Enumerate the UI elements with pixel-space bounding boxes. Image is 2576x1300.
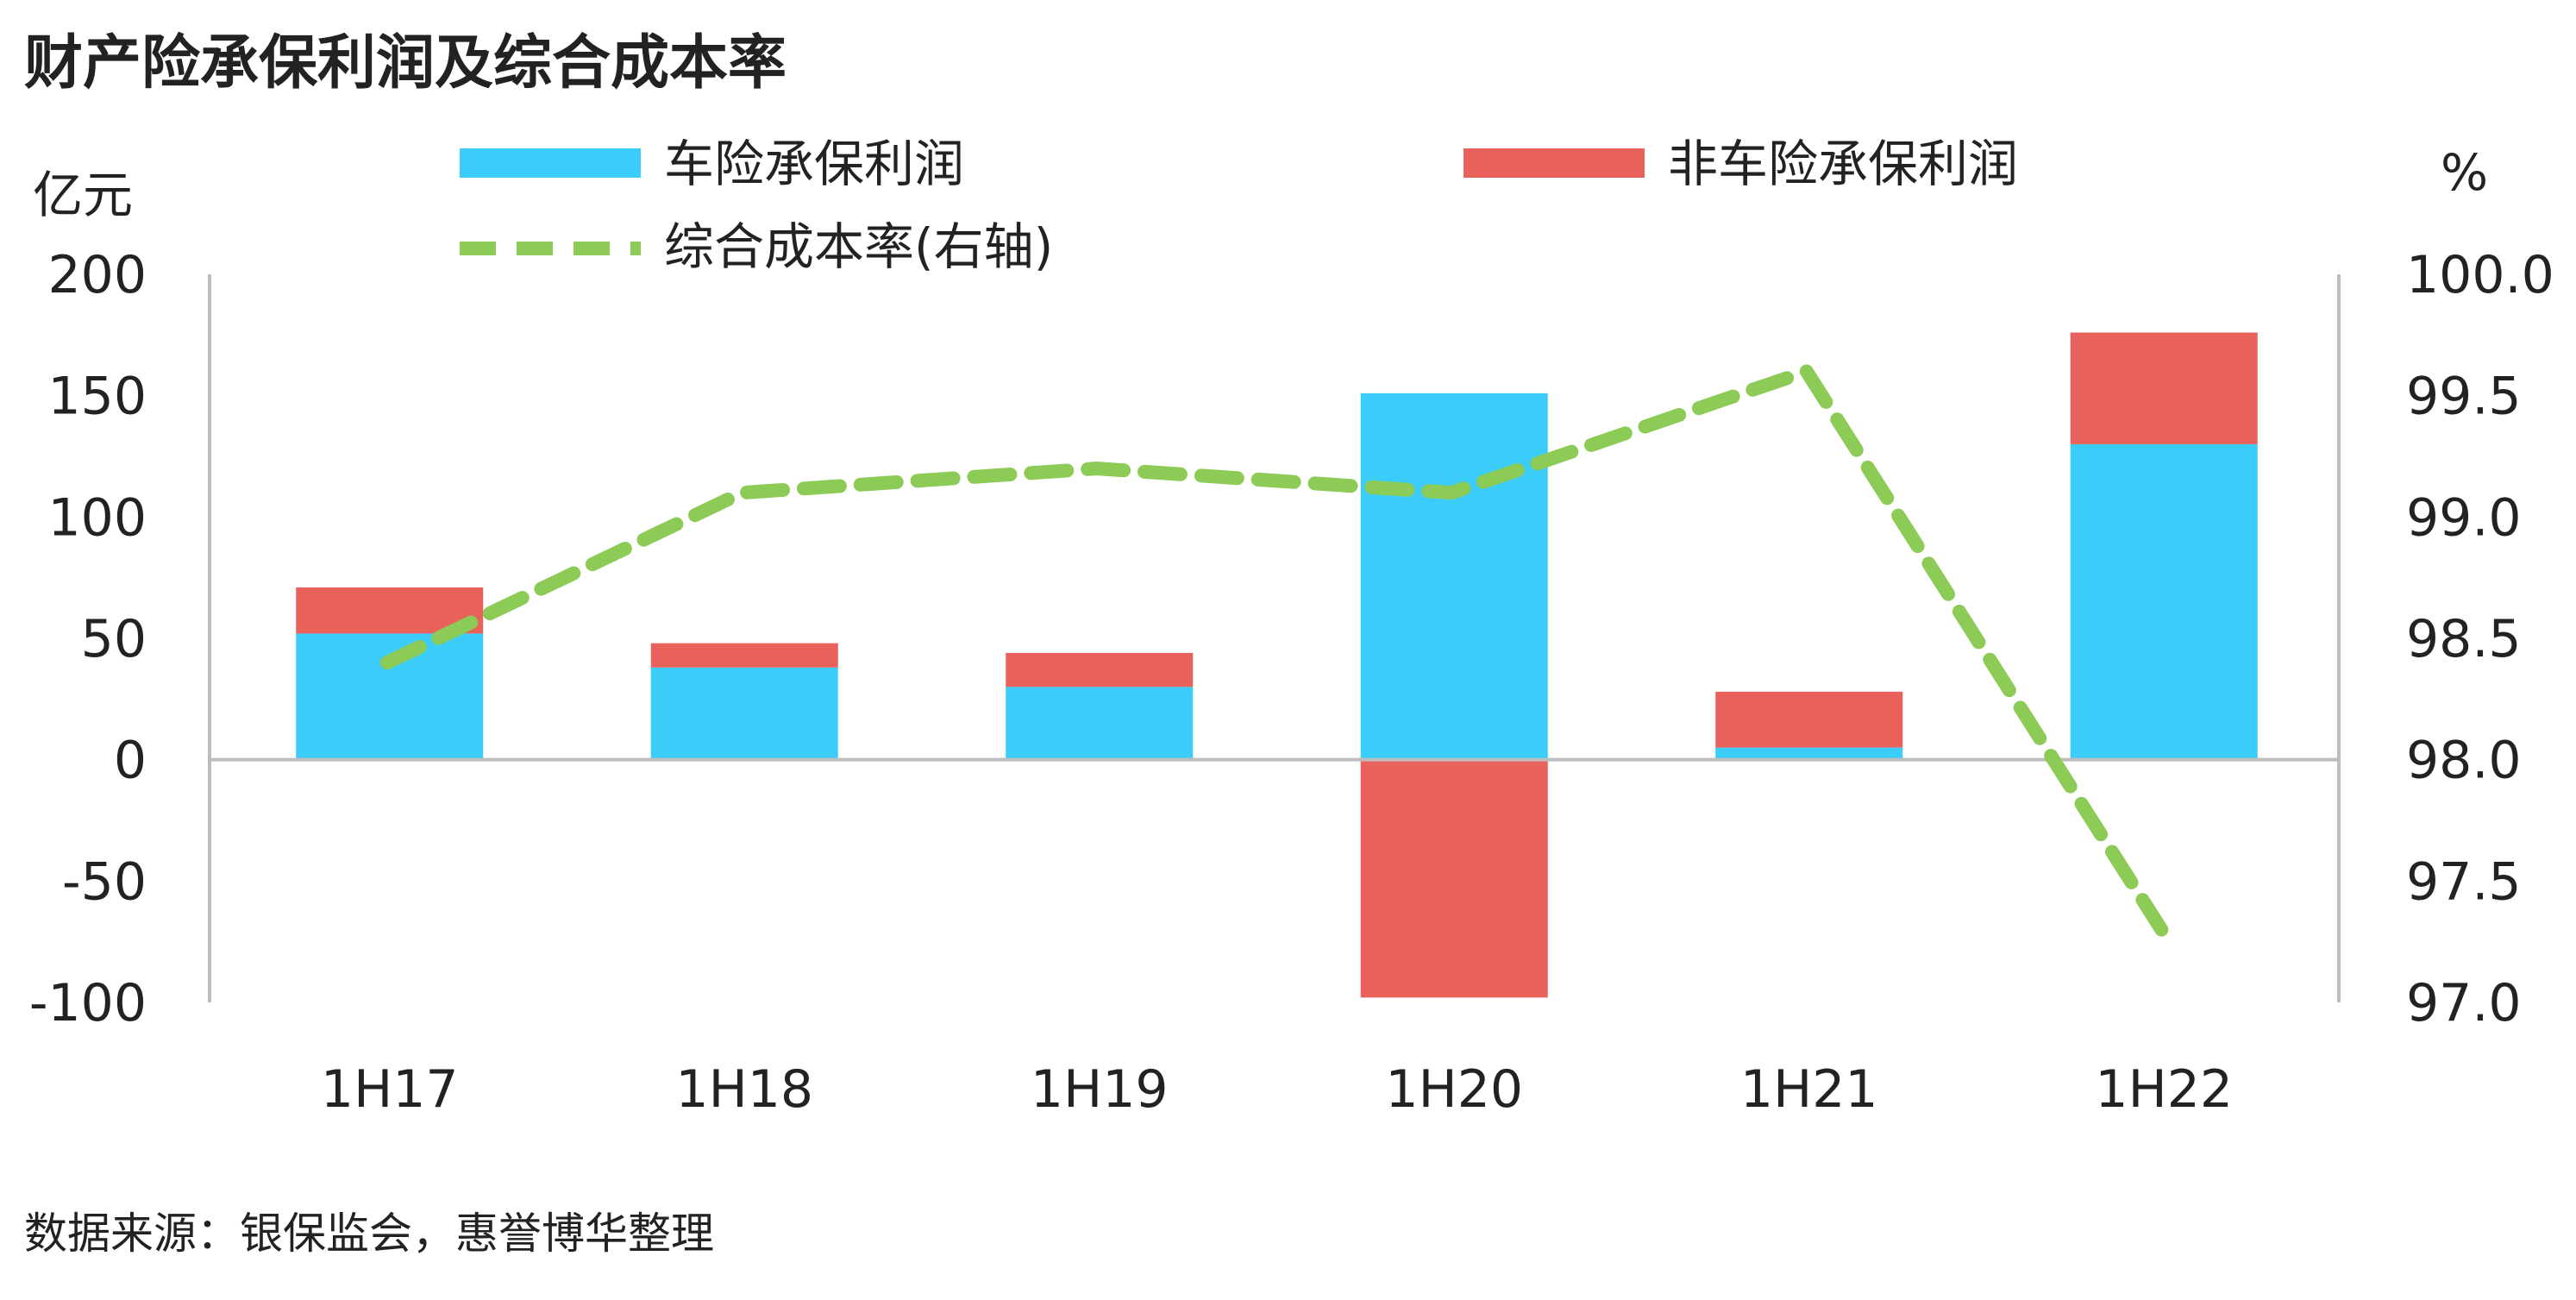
right-tick-label: 98.5 <box>2406 609 2522 669</box>
axes: 200 150 100 50 0 -50 -100 100.0 99.5 99.0 98.5 98.0… <box>29 245 2554 1033</box>
bars <box>296 332 2258 998</box>
category-label-1H20: 1H20 <box>1385 1059 1523 1120</box>
legend-label-noncar: 非车险承保利润 <box>1668 135 2018 193</box>
legend-label-combined-ratio: 综合成本率(右轴) <box>664 217 1053 276</box>
bar-noncar-1H22 <box>2070 332 2258 444</box>
legend-label-car: 车险承保利润 <box>664 135 964 193</box>
right-tick-label: 99.0 <box>2406 487 2522 548</box>
bar-noncar-1H19 <box>1006 652 1194 688</box>
right-axis-unit: % <box>2441 143 2488 202</box>
bar-car-1H17 <box>296 633 484 760</box>
source-note: 数据来源：银保监会，惠誉博华整理 <box>24 1209 714 1259</box>
bar-car-1H18 <box>650 667 838 760</box>
right-tick-label: 100.0 <box>2406 245 2554 305</box>
bar-car-1H20 <box>1360 393 1548 760</box>
category-label-1H21: 1H21 <box>1740 1059 1878 1120</box>
left-tick-label: 200 <box>47 245 147 305</box>
category-labels: 1H17 1H18 1H19 1H20 1H21 1H22 <box>321 1059 2233 1120</box>
right-tick-label: 97.5 <box>2406 851 2522 912</box>
category-label-1H19: 1H19 <box>1031 1059 1169 1120</box>
category-label-1H18: 1H18 <box>675 1059 813 1120</box>
left-tick-label: -100 <box>29 973 147 1033</box>
left-tick-label: 150 <box>47 367 147 427</box>
legend: 车险承保利润 非车险承保利润 综合成本率(右轴) <box>460 135 2018 276</box>
category-label-1H22: 1H22 <box>2095 1059 2233 1120</box>
right-tick-label: 99.5 <box>2406 367 2522 427</box>
bar-car-1H21 <box>1715 747 1903 760</box>
category-label-1H17: 1H17 <box>321 1059 459 1120</box>
left-tick-label: -50 <box>62 851 147 912</box>
legend-swatch-car <box>460 148 641 178</box>
bar-car-1H22 <box>2070 443 2258 760</box>
bar-car-1H19 <box>1006 687 1194 760</box>
left-axis-unit: 亿元 <box>33 166 133 224</box>
legend-swatch-noncar <box>1463 148 1645 178</box>
bar-noncar-1H21 <box>1715 691 1903 748</box>
line-layer <box>379 364 2169 937</box>
combined-ratio-line <box>379 364 2169 937</box>
left-tick-label: 50 <box>81 609 147 669</box>
left-tick-label: 100 <box>47 487 147 548</box>
bar-noncar-1H20 <box>1360 759 1548 998</box>
right-tick-label: 97.0 <box>2406 973 2522 1033</box>
left-tick-label: 0 <box>114 731 147 791</box>
right-tick-label: 98.0 <box>2406 731 2522 791</box>
bar-noncar-1H18 <box>650 643 838 668</box>
chart-title: 财产险承保利润及综合成本率 <box>24 29 787 97</box>
